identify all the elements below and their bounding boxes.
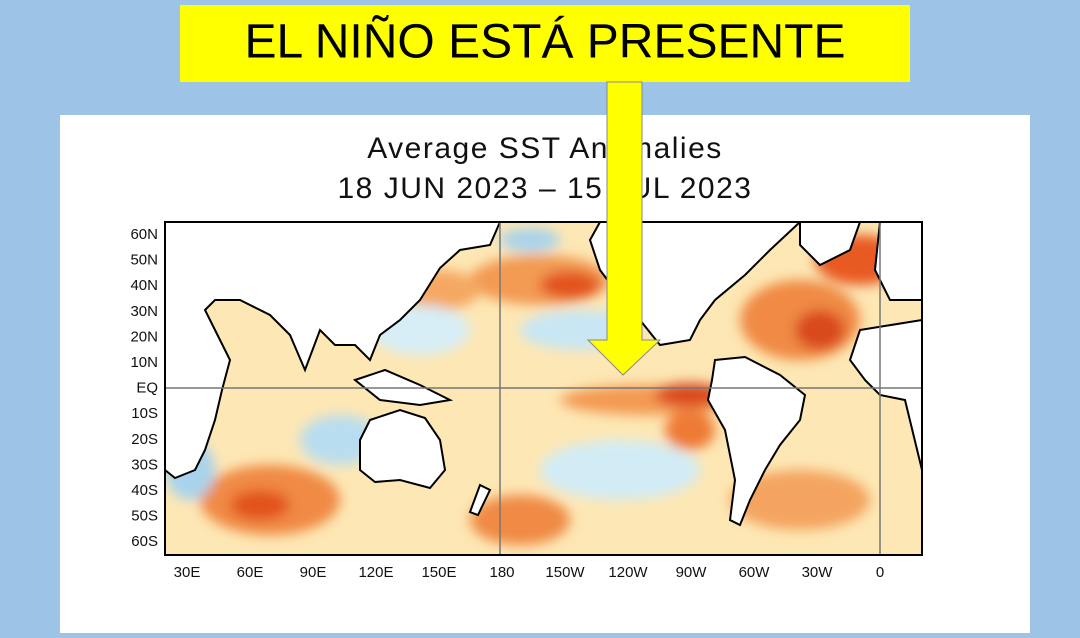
lon-label: 150W [545, 564, 585, 581]
lon-label: 60E [237, 564, 264, 581]
sst-map [165, 222, 922, 555]
lon-label: 90W [676, 564, 708, 581]
lat-label: 60N [130, 226, 158, 243]
lat-label: 50N [130, 252, 158, 269]
lon-label: 150E [421, 564, 456, 581]
lon-label: 30W [802, 564, 834, 581]
arrow [586, 81, 662, 376]
lon-label: 120W [608, 564, 648, 581]
lat-label: 40S [131, 482, 158, 499]
lat-label: 20S [131, 431, 158, 448]
lat-label: 20N [130, 328, 158, 345]
lat-label: 60S [131, 533, 158, 550]
map-frame [164, 221, 923, 556]
lat-label: 10S [131, 405, 158, 422]
banner: EL NIÑO ESTÁ PRESENTE [244, 15, 845, 69]
map-subtitle: 18 JUN 2023 – 15 JUL 2023 [338, 172, 753, 205]
lon-label: 0 [876, 564, 884, 581]
lon-label: 120E [358, 564, 393, 581]
lon-label: 90E [300, 564, 327, 581]
lat-label: EQ [136, 380, 158, 397]
lat-label: 30N [130, 303, 158, 320]
banner-box [180, 5, 910, 82]
lon-label: 180 [489, 564, 514, 581]
lat-label: 40N [130, 277, 158, 294]
lat-label: 30S [131, 456, 158, 473]
lon-label: 60W [739, 564, 771, 581]
map-title: Average SST Anomalies [367, 132, 723, 165]
lat-label: 10N [130, 354, 158, 371]
lon-label: 30E [174, 564, 201, 581]
land [165, 222, 922, 527]
lat-label: 50S [131, 508, 158, 525]
